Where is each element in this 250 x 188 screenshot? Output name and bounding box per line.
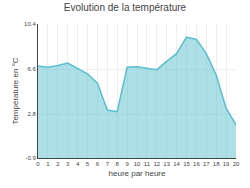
svg-text:6: 6 — [96, 161, 100, 167]
svg-text:19: 19 — [223, 161, 230, 167]
svg-text:20: 20 — [233, 161, 240, 167]
svg-text:14: 14 — [173, 161, 180, 167]
svg-text:11: 11 — [144, 161, 151, 167]
svg-text:Evolution de la température: Evolution de la température — [64, 2, 187, 13]
svg-text:4: 4 — [76, 161, 80, 167]
svg-text:3: 3 — [66, 161, 70, 167]
svg-text:-0.9: -0.9 — [25, 155, 36, 161]
svg-text:12: 12 — [153, 161, 160, 167]
svg-text:16: 16 — [193, 161, 200, 167]
svg-text:13: 13 — [163, 161, 170, 167]
svg-text:1: 1 — [46, 161, 50, 167]
svg-text:Température en °C: Température en °C — [11, 57, 20, 124]
svg-text:18: 18 — [213, 161, 220, 167]
svg-text:2: 2 — [56, 161, 60, 167]
svg-text:10: 10 — [134, 161, 141, 167]
svg-text:0: 0 — [36, 161, 40, 167]
svg-text:2.8: 2.8 — [27, 111, 36, 117]
svg-text:7: 7 — [106, 161, 110, 167]
svg-text:heure par heure: heure par heure — [109, 169, 166, 178]
svg-text:10.4: 10.4 — [24, 21, 36, 27]
svg-text:9: 9 — [125, 161, 129, 167]
svg-text:5: 5 — [86, 161, 90, 167]
svg-text:17: 17 — [203, 161, 210, 167]
svg-text:6.6: 6.6 — [27, 66, 36, 72]
svg-text:15: 15 — [183, 161, 190, 167]
svg-text:8: 8 — [116, 161, 120, 167]
